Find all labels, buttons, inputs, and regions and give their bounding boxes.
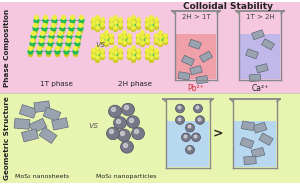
Polygon shape <box>200 51 212 62</box>
Polygon shape <box>189 39 201 49</box>
Circle shape <box>113 117 127 129</box>
Polygon shape <box>252 30 264 40</box>
Polygon shape <box>244 156 256 165</box>
Text: >: > <box>213 127 223 140</box>
Polygon shape <box>240 137 254 149</box>
Polygon shape <box>242 121 255 131</box>
Circle shape <box>185 146 194 154</box>
Bar <box>0 93 300 183</box>
Circle shape <box>127 116 140 128</box>
Text: MoS₂ nanoparticles: MoS₂ nanoparticles <box>96 174 156 180</box>
Circle shape <box>182 133 190 142</box>
Text: MoS₂ nanosheets: MoS₂ nanosheets <box>15 174 69 180</box>
Circle shape <box>196 116 205 124</box>
Polygon shape <box>251 147 265 158</box>
Circle shape <box>194 104 202 113</box>
Text: Pb²⁺: Pb²⁺ <box>188 84 204 93</box>
Bar <box>234 121 276 167</box>
Polygon shape <box>34 101 50 112</box>
Polygon shape <box>22 129 38 142</box>
Circle shape <box>121 141 134 153</box>
Circle shape <box>106 127 119 140</box>
Polygon shape <box>249 74 261 82</box>
Polygon shape <box>262 39 275 50</box>
Polygon shape <box>178 72 190 80</box>
Polygon shape <box>196 76 208 84</box>
Polygon shape <box>19 105 37 118</box>
Text: 2H > 1T: 2H > 1T <box>182 14 210 20</box>
Text: Colloidal Stability: Colloidal Stability <box>183 2 273 11</box>
Polygon shape <box>39 127 57 143</box>
Text: Ca²⁺: Ca²⁺ <box>251 84 268 93</box>
Text: 1T > 2H: 1T > 2H <box>246 14 274 20</box>
Polygon shape <box>182 55 194 66</box>
Circle shape <box>122 103 134 116</box>
Text: Phase Composition: Phase Composition <box>4 9 10 87</box>
Circle shape <box>118 129 130 142</box>
Circle shape <box>185 123 194 132</box>
Polygon shape <box>14 119 30 129</box>
Polygon shape <box>253 122 267 133</box>
Text: 2H phase: 2H phase <box>118 81 152 88</box>
Polygon shape <box>52 118 68 130</box>
Bar <box>167 121 209 167</box>
Text: vs: vs <box>95 40 105 49</box>
Circle shape <box>191 133 200 142</box>
Text: 1T phase: 1T phase <box>40 81 74 88</box>
Polygon shape <box>259 133 273 145</box>
Bar <box>176 34 216 79</box>
Polygon shape <box>43 107 61 121</box>
Circle shape <box>176 116 184 124</box>
Circle shape <box>176 104 184 113</box>
Text: Geometric Structure: Geometric Structure <box>4 96 10 180</box>
Polygon shape <box>246 49 258 59</box>
Bar <box>240 34 280 79</box>
Polygon shape <box>256 64 268 73</box>
Text: vs: vs <box>88 121 98 130</box>
Circle shape <box>109 105 122 118</box>
Circle shape <box>131 127 145 140</box>
Polygon shape <box>29 118 47 133</box>
Polygon shape <box>190 66 202 75</box>
Bar <box>0 2 300 93</box>
